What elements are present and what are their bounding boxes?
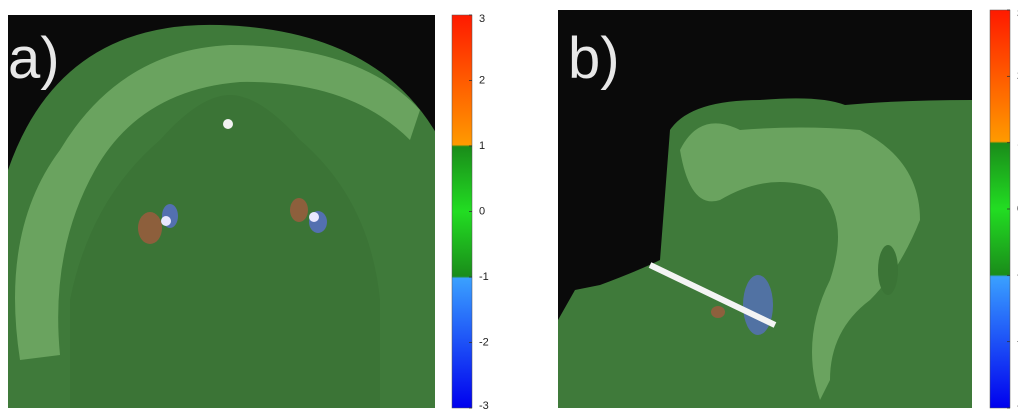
tick-label: 3 xyxy=(479,13,485,25)
tick-label: 2 xyxy=(479,74,485,86)
figure-canvas: a) b) 3210-1-2-33210-1-2-3 xyxy=(0,0,1018,414)
image-a xyxy=(8,15,440,410)
panel-label: b) xyxy=(568,26,620,91)
tick-label: -1 xyxy=(479,271,489,283)
tick-label: 0 xyxy=(479,205,485,217)
panel-label: a) xyxy=(8,26,60,91)
figure: a) b) 3210-1-2-33210-1-2-3 xyxy=(0,0,1018,414)
image-b xyxy=(558,10,972,410)
tick-label: -3 xyxy=(479,400,489,412)
tick-label: -2 xyxy=(479,336,489,348)
tick-label: 1 xyxy=(479,140,485,152)
